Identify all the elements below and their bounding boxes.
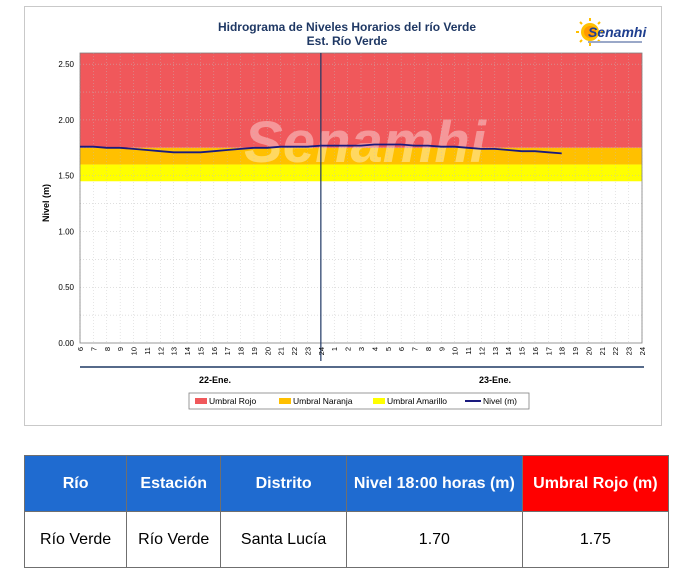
x-tick-label: 17 bbox=[544, 347, 553, 355]
header-distrito: Distrito bbox=[220, 455, 347, 512]
y-tick-label: 2.00 bbox=[58, 116, 74, 125]
plot-axes bbox=[79, 52, 643, 361]
legend-label-amarillo: Umbral Amarillo bbox=[387, 396, 447, 406]
x-tick-label: 21 bbox=[277, 347, 286, 355]
x-tick-label: 11 bbox=[464, 347, 473, 355]
header-estacion: Estación bbox=[126, 455, 222, 512]
header-umbral-rojo: Umbral Rojo (m) bbox=[521, 455, 670, 512]
series-line-0 bbox=[80, 143, 562, 155]
legend-label-nivel: Nivel (m) bbox=[483, 396, 517, 406]
y-tick-label: 2.50 bbox=[58, 60, 74, 69]
table-header-row: Río Estación Distrito Nivel 18:00 horas … bbox=[23, 455, 670, 512]
x-tick-label: 17 bbox=[223, 347, 232, 355]
chart-subtitle: Est. Río Verde bbox=[307, 34, 388, 48]
legend-box bbox=[188, 392, 530, 410]
header-nivel: Nivel 18:00 horas (m) bbox=[345, 455, 523, 512]
y-tick-label: 1.00 bbox=[58, 227, 74, 236]
table-row: Río Verde Río Verde Santa Lucía 1.70 1.7… bbox=[23, 511, 670, 568]
legend-swatch-naranja bbox=[279, 398, 291, 404]
hydrograph-chart: Hidrograma de Niveles Horarios del río V… bbox=[24, 6, 662, 426]
chart-canvas: Hidrograma de Niveles Horarios del río V… bbox=[41, 18, 647, 410]
legend-swatch-amarillo bbox=[373, 398, 385, 404]
x-tick-label: 9 bbox=[437, 347, 446, 351]
sun-icon bbox=[576, 18, 604, 46]
x-tick-label: 20 bbox=[584, 347, 593, 355]
x-tick-label: 24 bbox=[638, 347, 647, 355]
y-tick-label: 0.50 bbox=[58, 283, 74, 292]
x-tick-label: 12 bbox=[156, 347, 165, 355]
x-tick-label: 19 bbox=[250, 347, 259, 355]
x-tick-label: 14 bbox=[504, 347, 513, 355]
header-rio: Río bbox=[23, 455, 128, 512]
x-tick-label: 10 bbox=[130, 347, 139, 355]
grid-lines bbox=[79, 53, 643, 343]
x-tick-label: 24 bbox=[317, 347, 326, 355]
x-tick-label: 19 bbox=[571, 347, 580, 355]
x-tick-label: 1 bbox=[330, 347, 339, 351]
cell-rio: Río Verde bbox=[23, 511, 128, 568]
x-tick-label: 12 bbox=[477, 347, 486, 355]
plot-border bbox=[79, 52, 643, 344]
x-tick-label: 16 bbox=[531, 347, 540, 355]
x-tick-label: 6 bbox=[397, 347, 406, 351]
x-tick-label: 7 bbox=[411, 347, 420, 351]
x-tick-label: 5 bbox=[384, 347, 393, 351]
legend-label-rojo: Umbral Rojo bbox=[209, 396, 257, 406]
x-tick-label: 22 bbox=[611, 347, 620, 355]
x-tick-label: 10 bbox=[451, 347, 460, 355]
x-tick-label: 18 bbox=[237, 347, 246, 355]
y-tick-label: 1.50 bbox=[58, 172, 74, 181]
x-tick-label: 23 bbox=[625, 347, 634, 355]
chart-title: Hidrograma de Niveles Horarios del río V… bbox=[218, 20, 476, 34]
x-tick-label: 9 bbox=[116, 347, 125, 351]
x-tick-label: 11 bbox=[143, 347, 152, 355]
x-tick-label: 21 bbox=[598, 347, 607, 355]
legend-swatch-rojo bbox=[195, 398, 207, 404]
x-tick-label: 15 bbox=[196, 347, 205, 355]
x-tick-label: 14 bbox=[183, 347, 192, 355]
x-tick-label: 18 bbox=[558, 347, 567, 355]
cell-nivel: 1.70 bbox=[345, 511, 523, 568]
x-tick-label: 13 bbox=[491, 347, 500, 355]
threshold-band-2 bbox=[80, 164, 642, 182]
x-tick-label: 16 bbox=[210, 347, 219, 355]
y-tick-labels: 0.00 0.50 1.00 1.50 2.00 2.50 bbox=[58, 60, 74, 348]
senamhi-logo: Senamhi bbox=[576, 18, 647, 46]
level-series bbox=[80, 143, 562, 155]
summary-table: Río Estación Distrito Nivel 18:00 horas … bbox=[23, 455, 670, 568]
x-tick-label: 13 bbox=[170, 347, 179, 355]
senamhi-watermark: Senamhi bbox=[244, 110, 488, 175]
x-tick-label: 4 bbox=[370, 347, 379, 351]
legend-label-naranja: Umbral Naranja bbox=[293, 396, 353, 406]
x-tick-label: 7 bbox=[89, 347, 98, 351]
y-axis-label: Nivel (m) bbox=[41, 184, 51, 222]
threshold-band-1 bbox=[80, 147, 642, 165]
logo-wordmark: Senamhi bbox=[588, 24, 647, 40]
x-tick-label: 3 bbox=[357, 347, 366, 351]
x-tick-label: 2 bbox=[344, 347, 353, 351]
day-label-2: 23-Ene. bbox=[479, 375, 511, 385]
x-tick-label: 8 bbox=[424, 347, 433, 351]
cell-umbral-rojo: 1.75 bbox=[521, 511, 670, 568]
day-label-1: 22-Ene. bbox=[199, 375, 231, 385]
y-tick-label: 0.00 bbox=[58, 339, 74, 348]
x-tick-label: 6 bbox=[76, 347, 85, 351]
x-tick-label: 8 bbox=[103, 347, 112, 351]
x-tick-label: 22 bbox=[290, 347, 299, 355]
x-tick-label: 15 bbox=[518, 347, 527, 355]
x-tick-label: 20 bbox=[263, 347, 272, 355]
cell-distrito: Santa Lucía bbox=[220, 511, 347, 568]
cell-estacion: Río Verde bbox=[126, 511, 222, 568]
watermark-text: Senamhi bbox=[244, 110, 488, 175]
x-tick-label: 23 bbox=[303, 347, 312, 355]
x-tick-labels: 6 7 8 9 10 11 12 13 14 15 16 17 18 19 20 21 22 23 24 1 2 3 4 5 6… bbox=[76, 347, 647, 355]
chart-legend: Umbral Rojo Umbral Naranja Umbral Amaril… bbox=[188, 392, 530, 410]
